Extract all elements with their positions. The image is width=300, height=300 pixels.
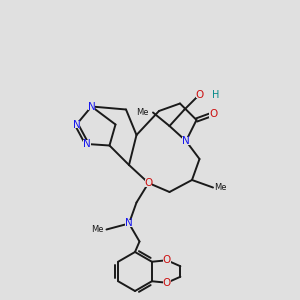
Text: Me: Me [136,108,148,117]
FancyBboxPatch shape [209,110,217,118]
Text: N: N [125,218,133,229]
FancyBboxPatch shape [83,140,91,148]
Text: O: O [209,109,217,119]
FancyBboxPatch shape [125,220,133,227]
FancyBboxPatch shape [163,257,171,264]
Text: H: H [212,89,220,100]
Text: O: O [195,89,204,100]
Text: Me: Me [91,225,103,234]
Text: Me: Me [214,183,227,192]
Text: N: N [88,101,95,112]
FancyBboxPatch shape [88,103,95,110]
FancyBboxPatch shape [182,137,190,145]
Text: O: O [163,278,171,288]
FancyBboxPatch shape [196,91,203,98]
Text: N: N [83,139,91,149]
FancyBboxPatch shape [145,179,152,187]
FancyBboxPatch shape [73,121,80,128]
FancyBboxPatch shape [163,279,171,286]
Text: N: N [73,119,80,130]
Text: N: N [182,136,190,146]
Text: O: O [163,255,171,265]
Text: O: O [144,178,153,188]
